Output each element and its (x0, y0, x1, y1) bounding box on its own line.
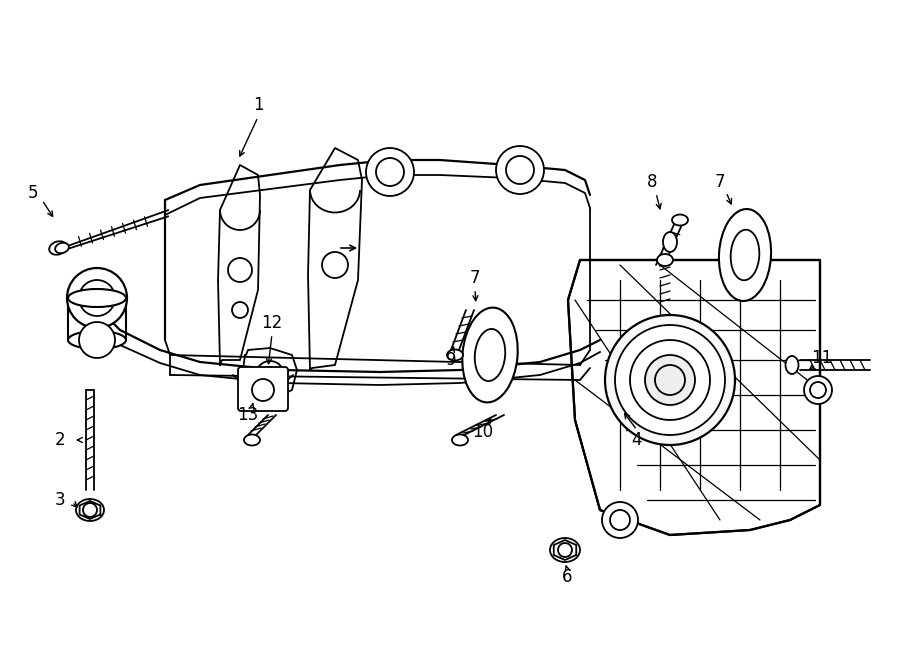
Text: 7: 7 (715, 173, 725, 191)
Ellipse shape (244, 434, 260, 446)
Circle shape (602, 502, 638, 538)
Ellipse shape (463, 307, 518, 403)
Circle shape (615, 325, 725, 435)
Circle shape (605, 315, 735, 445)
Text: 13: 13 (238, 406, 258, 424)
Circle shape (496, 146, 544, 194)
Circle shape (804, 376, 832, 404)
Text: 10: 10 (472, 423, 493, 441)
Text: 4: 4 (632, 431, 643, 449)
Text: 3: 3 (55, 491, 66, 509)
Text: 12: 12 (261, 314, 283, 332)
FancyBboxPatch shape (238, 367, 288, 411)
Text: 2: 2 (55, 431, 66, 449)
Ellipse shape (68, 289, 126, 307)
Ellipse shape (50, 241, 67, 254)
Circle shape (366, 148, 414, 196)
Circle shape (645, 355, 695, 405)
Ellipse shape (68, 331, 126, 349)
Ellipse shape (672, 215, 688, 225)
Ellipse shape (76, 499, 104, 521)
Ellipse shape (447, 350, 463, 360)
Circle shape (79, 322, 115, 358)
Text: 9: 9 (446, 351, 456, 369)
Ellipse shape (663, 232, 677, 252)
Ellipse shape (55, 243, 69, 253)
Text: 1: 1 (253, 96, 264, 114)
Text: 11: 11 (812, 349, 833, 367)
Ellipse shape (550, 538, 580, 562)
Text: 6: 6 (562, 568, 572, 586)
Ellipse shape (452, 434, 468, 446)
Circle shape (67, 268, 127, 328)
Text: 5: 5 (28, 184, 38, 202)
Text: 8: 8 (647, 173, 657, 191)
Ellipse shape (657, 254, 673, 266)
Ellipse shape (719, 209, 771, 301)
Ellipse shape (786, 356, 798, 374)
Text: 7: 7 (470, 269, 481, 287)
